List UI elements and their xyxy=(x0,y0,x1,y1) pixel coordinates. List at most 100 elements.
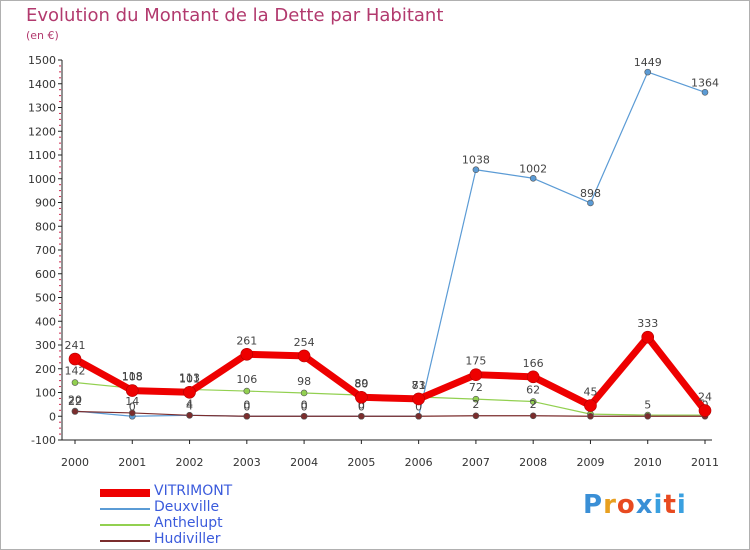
y-tick-label: 1500 xyxy=(28,54,56,67)
vitrimont-data-label: 108 xyxy=(122,371,143,384)
hudiviller-line xyxy=(74,410,706,417)
vitrimont-point xyxy=(183,385,196,399)
logo-letter: P xyxy=(583,490,604,520)
deuxville-data-label: 0 xyxy=(415,400,422,413)
x-tick-label: 2006 xyxy=(405,456,433,469)
deuxville-data-label: 898 xyxy=(580,187,601,200)
deuxville-point xyxy=(644,68,652,76)
logo-letter: t xyxy=(663,490,677,520)
logo-letter: i xyxy=(676,490,687,520)
anthelupt-data-label: 62 xyxy=(526,384,540,397)
deuxville-data-label: 1002 xyxy=(519,162,547,175)
y-tick-label: 1400 xyxy=(28,78,56,91)
hudiviller-point xyxy=(587,412,594,420)
vitrimont-point xyxy=(240,347,254,361)
hudiviller-point xyxy=(186,411,193,419)
legend-label: VITRIMONT xyxy=(154,483,233,499)
vitrimont-data-label: 101 xyxy=(179,372,200,385)
y-tick-label: 500 xyxy=(35,292,56,305)
deuxville-data-label: 22 xyxy=(68,395,82,408)
deuxville-point xyxy=(472,166,480,174)
y-tick-label: 200 xyxy=(35,363,56,376)
anthelupt-point xyxy=(300,389,308,397)
vitrimont-data-label: 175 xyxy=(465,355,486,368)
vitrimont-data-label: 166 xyxy=(523,357,544,370)
vitrimont-point xyxy=(641,330,655,344)
x-tick-label: 2009 xyxy=(576,456,604,469)
hudiviller-data-label: 0 xyxy=(301,398,308,411)
x-tick-label: 2010 xyxy=(634,456,662,469)
legend-swatch xyxy=(100,489,150,497)
legend-label: Anthelupt xyxy=(154,515,223,531)
y-tick-label: 400 xyxy=(35,315,56,328)
deuxville-data-label: 4 xyxy=(186,399,193,412)
hudiviller-data-label: 20 xyxy=(68,394,82,407)
hudiviller-point xyxy=(472,412,480,420)
unit-label: (en €) xyxy=(26,29,59,42)
hudiviller-data-label: 2 xyxy=(530,398,537,411)
y-tick-label: -100 xyxy=(31,434,56,447)
deuxville-data-label: 0 xyxy=(358,400,365,413)
y-tick-label: 1000 xyxy=(28,173,56,186)
x-tick-label: 2005 xyxy=(347,456,375,469)
deuxville-data-label: 0 xyxy=(243,400,250,413)
anthelupt-data-label: 98 xyxy=(297,375,311,388)
hudiviller-point xyxy=(300,412,308,420)
y-tick-label: 900 xyxy=(35,197,56,210)
vitrimont-point xyxy=(355,390,368,404)
vitrimont-data-label: 261 xyxy=(236,334,257,347)
x-tick-label: 2011 xyxy=(691,456,719,469)
proxiti-logo: Proxiti xyxy=(583,490,687,520)
hudiviller-point xyxy=(644,412,652,420)
hudiviller-point xyxy=(415,412,422,420)
hudiviller-point xyxy=(71,408,79,415)
hudiviller-data-label: 4 xyxy=(186,397,193,410)
x-tick-label: 2004 xyxy=(290,456,318,469)
vitrimont-data-label: 241 xyxy=(65,339,86,352)
hudiviller-point xyxy=(358,412,365,420)
vitrimont-point xyxy=(469,368,483,381)
deuxville-line xyxy=(74,71,706,417)
y-tick-label: 600 xyxy=(35,268,56,281)
vitrimont-point xyxy=(297,349,311,363)
vitrimont-point xyxy=(125,384,139,397)
anthelupt-point xyxy=(243,387,251,395)
anthelupt-point xyxy=(71,379,79,386)
x-tick-label: 2000 xyxy=(61,456,89,469)
y-tick-label: 1100 xyxy=(28,149,56,162)
vitrimont-data-label: 333 xyxy=(637,317,658,330)
anthelupt-point xyxy=(472,395,480,403)
hudiviller-point xyxy=(529,412,537,420)
anthelupt-data-label: 142 xyxy=(65,365,86,378)
deuxville-data-label: 1038 xyxy=(462,154,490,167)
deuxville-point xyxy=(701,89,709,96)
hudiviller-data-label: 0 xyxy=(243,398,250,411)
y-tick-label: 700 xyxy=(35,244,56,257)
deuxville-data-label: 0 xyxy=(129,400,136,413)
anthelupt-data-label: 72 xyxy=(469,381,483,394)
deuxville-data-label: 0 xyxy=(301,400,308,413)
hudiviller-data-label: 5 xyxy=(644,398,651,411)
hudiviller-point xyxy=(128,409,136,417)
y-tick-label: 1300 xyxy=(28,102,56,115)
logo-letter: i xyxy=(653,490,664,520)
vitrimont-point xyxy=(412,392,425,406)
hudiviller-data-label: 2 xyxy=(472,398,479,411)
vitrimont-point xyxy=(698,404,712,417)
vitrimont-data-label: 73 xyxy=(412,379,426,392)
deuxville-point xyxy=(529,174,537,182)
legend-label: Deuxville xyxy=(154,499,220,515)
anthelupt-data-label: 89 xyxy=(354,377,368,390)
vitrimont-point xyxy=(584,399,597,412)
y-tick-label: 300 xyxy=(35,339,56,352)
hudiviller-data-label: 0 xyxy=(358,398,365,411)
hudiviller-point xyxy=(243,412,251,420)
logo-letter: o xyxy=(616,490,636,520)
x-tick-label: 2002 xyxy=(176,456,204,469)
y-tick-label: 800 xyxy=(35,220,56,233)
y-tick-label: 0 xyxy=(49,410,56,423)
vitrimont-line xyxy=(71,333,709,415)
deuxville-data-label: 1449 xyxy=(634,56,662,69)
